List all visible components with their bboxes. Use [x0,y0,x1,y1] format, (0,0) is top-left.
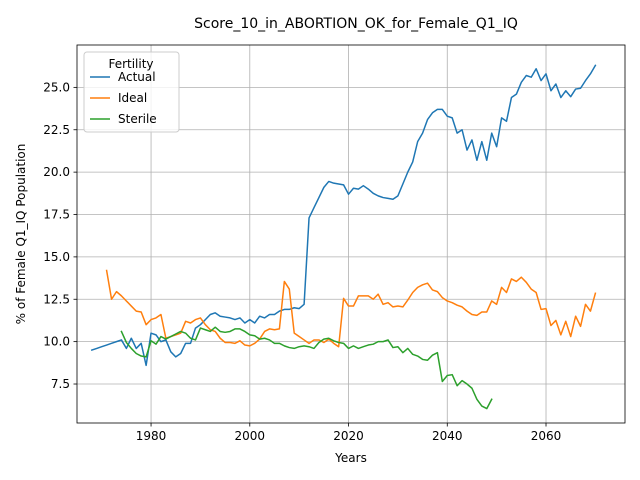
x-tick-label: 2020 [333,429,364,443]
legend-title: Fertility [108,57,153,71]
legend: Fertility Actual Ideal Sterile [83,51,180,133]
y-axis-label: % of Female Q1_IQ Population [14,144,28,325]
x-tick-label: 2040 [432,429,463,443]
y-tick-label: 20.0 [43,165,70,179]
series-line-actual [90,64,597,367]
grid-lines [77,45,625,423]
y-tick-label: 15.0 [43,250,70,264]
legend-label-sterile: Sterile [118,112,157,126]
y-tick-label: 12.5 [43,292,70,306]
legend-box [83,51,180,133]
legend-label-ideal: Ideal [118,91,147,105]
series-lines [90,64,597,410]
chart-title: Score_10_in_ABORTION_OK_for_Female_Q1_IQ [194,16,518,32]
y-tick-label: 17.5 [43,208,70,222]
legend-entries: Actual Ideal Sterile [90,70,157,126]
y-axis-ticks: 7.5 10.0 12.5 15.0 17.5 20.0 22.5 25.0 [43,80,77,391]
y-tick-label: 22.5 [43,123,70,137]
series-line-ideal [105,269,597,348]
x-tick-label: 1980 [136,429,167,443]
y-tick-label: 10.0 [43,335,70,349]
y-tick-label: 25.0 [43,80,70,94]
plot-area-frame [76,44,626,424]
y-tick-label: 7.5 [51,377,70,391]
legend-label-actual: Actual [118,70,156,84]
x-axis-label: Years [334,451,367,465]
series-line-sterile [120,326,493,410]
x-axis-ticks: 1980 2000 2020 2040 2060 [136,423,562,443]
x-tick-label: 2060 [531,429,562,443]
x-tick-label: 2000 [235,429,266,443]
